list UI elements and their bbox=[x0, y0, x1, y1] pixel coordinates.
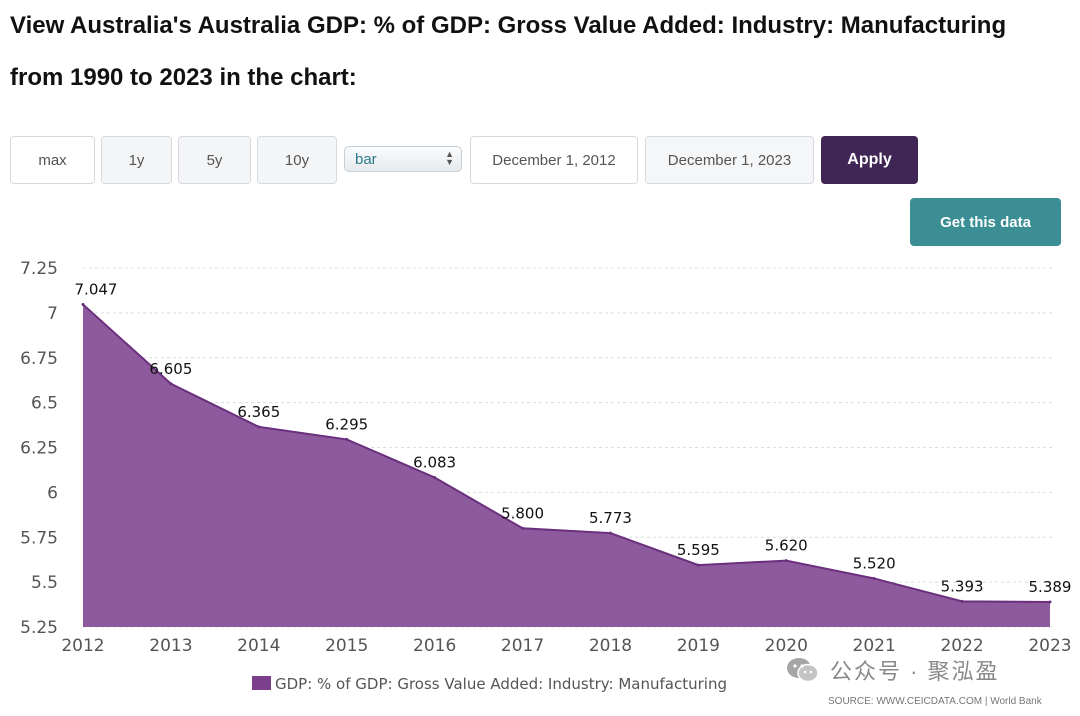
data-label: 6.365 bbox=[237, 403, 280, 421]
chart-type-select[interactable]: bar ▲ ▼ bbox=[344, 146, 462, 172]
x-tick-label: 2023 bbox=[1028, 636, 1071, 656]
data-label: 5.620 bbox=[765, 537, 808, 555]
data-label: 5.800 bbox=[501, 504, 544, 522]
x-tick-label: 2017 bbox=[501, 636, 544, 656]
data-point bbox=[608, 531, 612, 535]
get-this-data-button[interactable]: Get this data bbox=[910, 198, 1061, 246]
data-label: 6.605 bbox=[149, 360, 192, 378]
y-tick-label: 6.25 bbox=[20, 439, 58, 459]
data-label: 5.389 bbox=[1029, 578, 1072, 596]
data-label: 5.393 bbox=[941, 577, 984, 595]
y-tick-label: 6 bbox=[47, 483, 58, 503]
x-tick-label: 2018 bbox=[589, 636, 632, 656]
x-tick-label: 2019 bbox=[677, 636, 720, 656]
y-tick-label: 5.25 bbox=[20, 618, 58, 638]
y-tick-label: 5.75 bbox=[20, 528, 58, 548]
y-tick-label: 6.75 bbox=[20, 349, 58, 369]
range-1y-button[interactable]: 1y bbox=[101, 136, 172, 184]
watermark: 公众号 · 聚泓盈 bbox=[786, 654, 1000, 686]
range-max-button[interactable]: max bbox=[10, 136, 95, 184]
x-tick-label: 2016 bbox=[413, 636, 456, 656]
data-point bbox=[257, 425, 261, 429]
watermark-text: 公众号 · 聚泓盈 bbox=[830, 659, 1000, 684]
data-label: 6.083 bbox=[413, 453, 456, 471]
y-tick-label: 7.25 bbox=[20, 259, 58, 279]
x-tick-label: 2020 bbox=[765, 636, 808, 656]
source-note: SOURCE: WWW.CEICDATA.COM | World Bank bbox=[828, 696, 1042, 707]
x-tick-label: 2015 bbox=[325, 636, 368, 656]
data-point bbox=[960, 599, 964, 603]
data-point bbox=[433, 475, 437, 479]
y-tick-label: 5.5 bbox=[31, 573, 58, 593]
data-point bbox=[169, 382, 173, 386]
date-from-input[interactable]: December 1, 2012 bbox=[470, 136, 638, 184]
page-title-line-1: View Australia's Australia GDP: % of GDP… bbox=[10, 12, 1007, 39]
x-tick-label: 2012 bbox=[61, 636, 104, 656]
data-point bbox=[1048, 600, 1052, 604]
x-tick-label: 2014 bbox=[237, 636, 280, 656]
data-label: 5.773 bbox=[589, 509, 632, 527]
data-label: 6.295 bbox=[325, 415, 368, 433]
legend-label: GDP: % of GDP: Gross Value Added: Indust… bbox=[275, 675, 727, 693]
page-title-line-2: from 1990 to 2023 in the chart: bbox=[10, 64, 357, 91]
data-point bbox=[521, 526, 525, 530]
page-title: View Australia's Australia GDP: % of GDP… bbox=[10, 0, 1070, 104]
chart-type-selected-value: bar bbox=[355, 150, 377, 168]
date-to-input[interactable]: December 1, 2023 bbox=[645, 136, 814, 184]
data-label: 5.595 bbox=[677, 541, 720, 559]
range-10y-button[interactable]: 10y bbox=[257, 136, 337, 184]
data-point bbox=[784, 559, 788, 563]
select-arrows-icon: ▲ ▼ bbox=[445, 149, 454, 167]
chart-controls: max 1y 5y 10y bar ▲ ▼ December 1, 2012 De… bbox=[0, 0, 1080, 250]
x-tick-label: 2022 bbox=[940, 636, 983, 656]
data-label: 5.520 bbox=[853, 555, 896, 573]
series-area bbox=[83, 304, 1050, 627]
y-tick-label: 6.5 bbox=[31, 394, 58, 414]
data-point bbox=[696, 563, 700, 567]
data-point bbox=[345, 437, 349, 441]
y-tick-label: 7 bbox=[47, 304, 58, 324]
legend-swatch bbox=[252, 676, 271, 690]
data-label: 7.047 bbox=[75, 280, 118, 298]
data-point bbox=[81, 302, 85, 306]
wechat-icon bbox=[787, 658, 819, 683]
series-line bbox=[82, 303, 1051, 604]
data-point bbox=[872, 577, 876, 581]
x-tick-label: 2013 bbox=[149, 636, 192, 656]
range-5y-button[interactable]: 5y bbox=[178, 136, 251, 184]
apply-button[interactable]: Apply bbox=[821, 136, 918, 184]
x-tick-label: 2021 bbox=[853, 636, 896, 656]
